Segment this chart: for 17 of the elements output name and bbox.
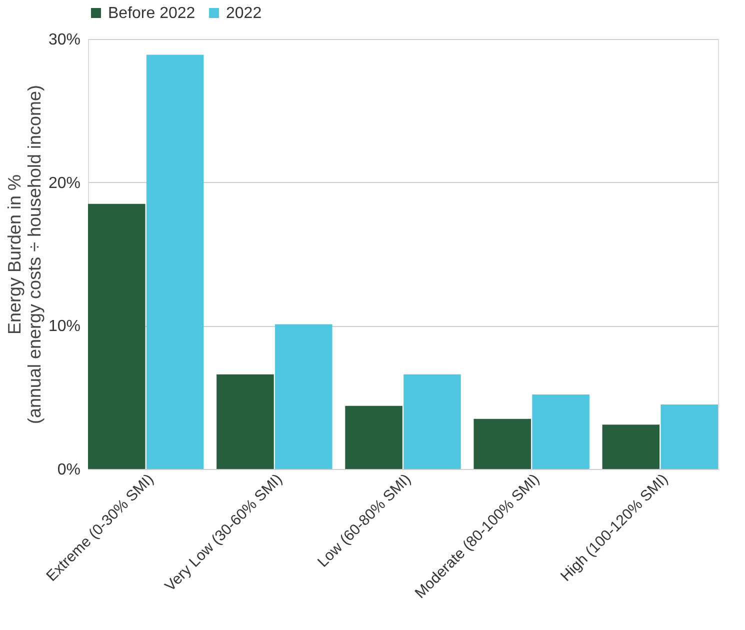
bar bbox=[660, 404, 718, 469]
bar bbox=[602, 424, 660, 469]
legend-label: Before 2022 bbox=[108, 5, 196, 22]
bar bbox=[474, 418, 531, 469]
y-tick-label: 10% bbox=[48, 318, 80, 336]
legend-label: 2022 bbox=[226, 5, 262, 22]
y-tick-label: 30% bbox=[48, 32, 80, 48]
bar bbox=[146, 54, 204, 469]
y-tick-label: 20% bbox=[48, 174, 80, 192]
bar bbox=[345, 406, 402, 469]
bar bbox=[275, 324, 332, 469]
bar bbox=[216, 374, 274, 469]
bar bbox=[532, 394, 590, 469]
bar bbox=[88, 204, 146, 469]
bar bbox=[404, 374, 461, 469]
y-tick-label: 0% bbox=[57, 462, 80, 478]
y-axis-title: Energy Burden in % (annual energy costs ÷ household income) bbox=[4, 84, 44, 424]
